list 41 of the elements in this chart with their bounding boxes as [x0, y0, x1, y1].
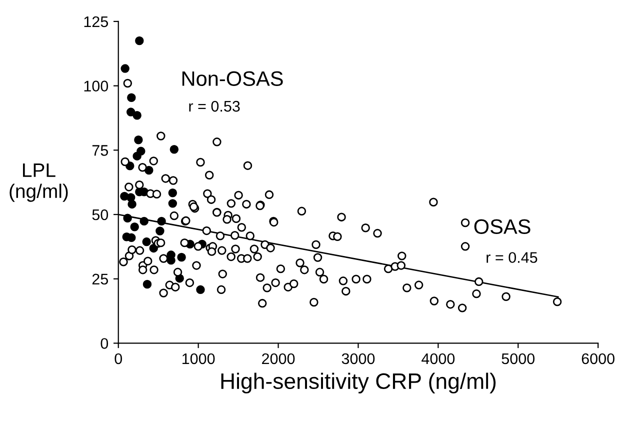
point	[134, 135, 143, 144]
y-axis-title: LPL (ng/ml)	[10, 164, 68, 202]
point	[168, 188, 178, 198]
x-tick-label: 4000	[422, 353, 455, 364]
point	[123, 214, 132, 222]
point	[127, 233, 136, 242]
point	[135, 36, 144, 46]
point	[170, 145, 179, 154]
point	[128, 200, 136, 209]
x-axis-title: High-sensitivity CRP (ng/ml)	[221, 372, 496, 394]
point	[130, 222, 139, 232]
x-tick-label: 0	[114, 353, 122, 364]
point	[156, 226, 164, 236]
point	[120, 64, 130, 73]
point	[196, 285, 205, 294]
x-tick-label: 6000	[582, 353, 614, 364]
x-tick-label: 1000	[182, 353, 215, 364]
annotation: r = 0.45	[486, 252, 538, 263]
point	[142, 237, 151, 246]
x-tick-label: 5000	[502, 353, 535, 364]
point	[157, 216, 166, 226]
point	[132, 152, 142, 160]
y-tick-label: 125	[84, 16, 108, 28]
point	[132, 111, 142, 120]
point	[177, 252, 186, 262]
point	[127, 93, 136, 102]
y-tick-label: 75	[92, 145, 108, 156]
series-label: OSAS	[474, 219, 530, 234]
text: Non-OSAS	[182, 71, 283, 86]
annotation: r = 0.53	[189, 100, 240, 112]
y-tick-label: 25	[92, 274, 108, 285]
point	[144, 166, 154, 175]
x-tick-label: 2000	[262, 353, 295, 364]
point	[142, 280, 152, 289]
point	[140, 216, 148, 226]
point	[168, 199, 178, 208]
x-tick-label: 3000	[342, 353, 375, 364]
y-tick-label: 0	[100, 338, 108, 349]
y-tick-label: 100	[84, 80, 108, 92]
y-tick-label: 50	[92, 209, 108, 220]
point	[126, 108, 136, 116]
